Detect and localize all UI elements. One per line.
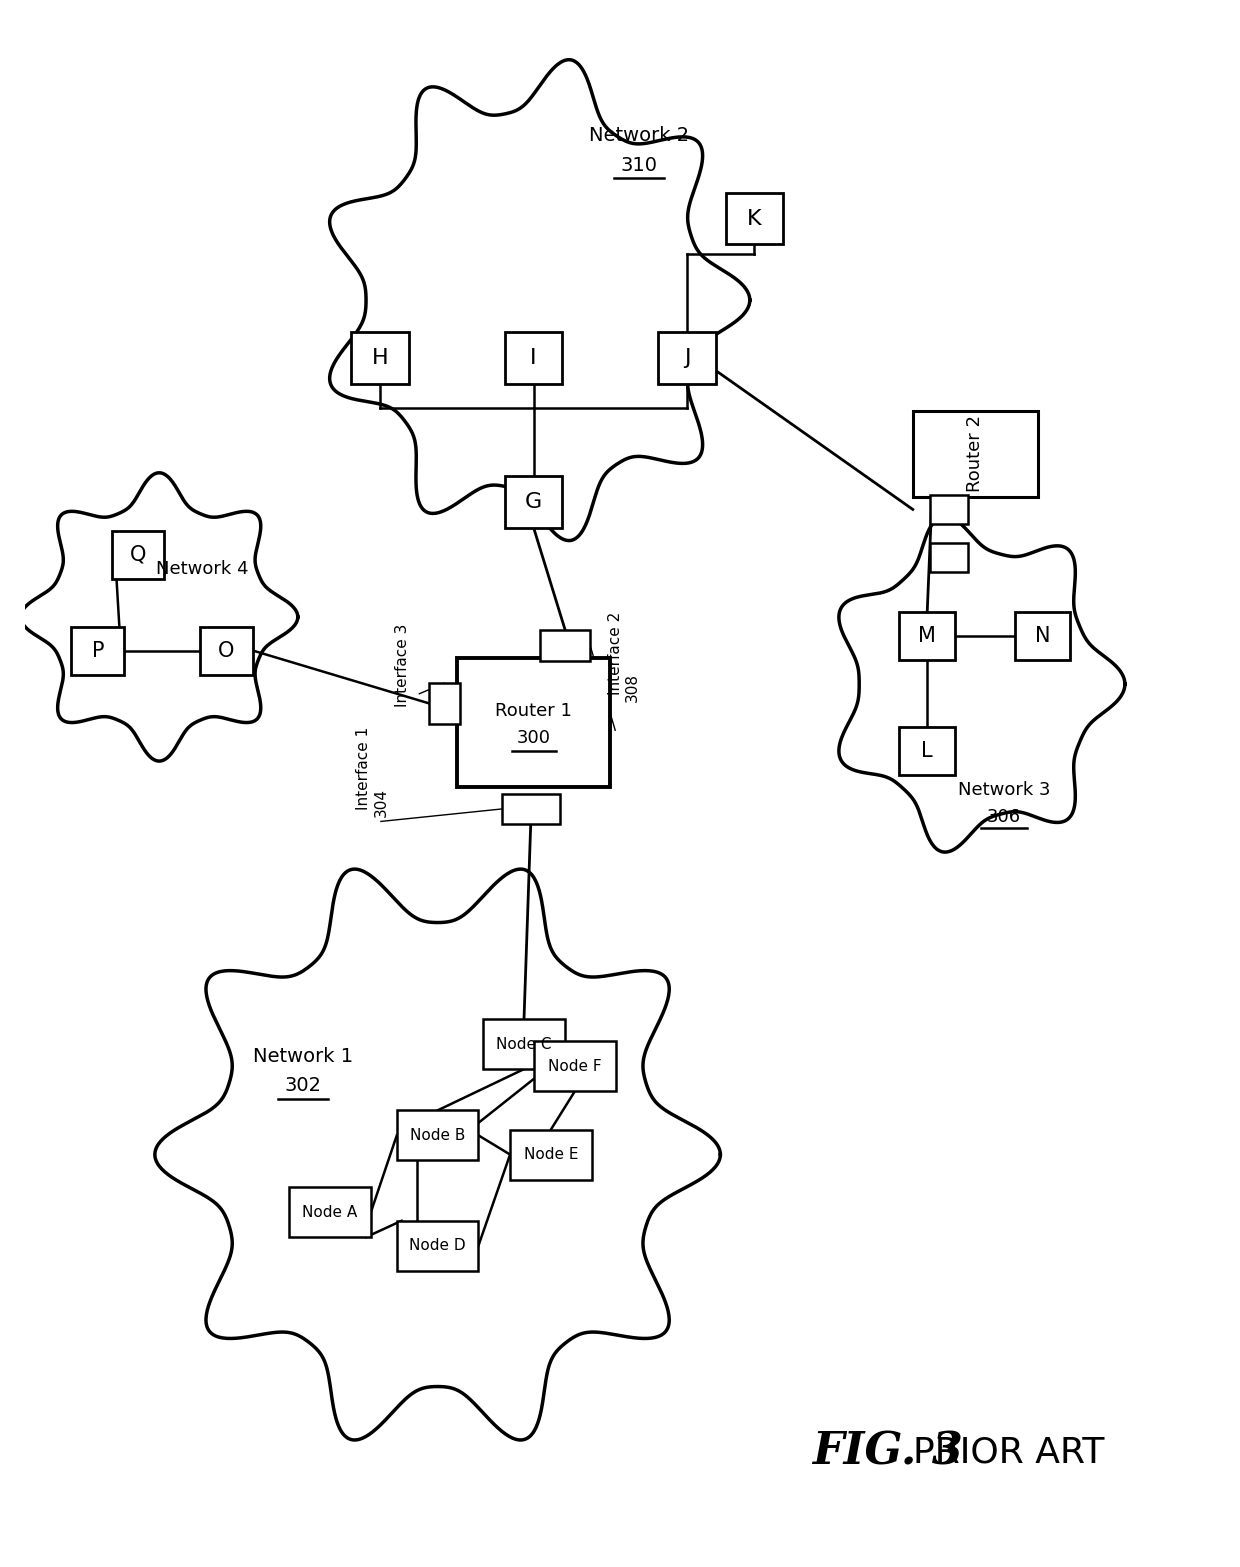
Text: Interface 1: Interface 1 <box>356 727 371 810</box>
FancyBboxPatch shape <box>899 613 955 660</box>
FancyBboxPatch shape <box>456 658 610 787</box>
FancyBboxPatch shape <box>899 727 955 776</box>
Text: Node F: Node F <box>548 1059 601 1073</box>
FancyBboxPatch shape <box>351 332 409 384</box>
Text: Q: Q <box>130 545 146 564</box>
FancyBboxPatch shape <box>200 627 253 674</box>
FancyBboxPatch shape <box>541 630 590 661</box>
Text: PRIOR ART: PRIOR ART <box>913 1435 1104 1470</box>
FancyBboxPatch shape <box>289 1188 371 1236</box>
Text: Router 2: Router 2 <box>966 415 985 492</box>
Text: P: P <box>92 641 104 661</box>
Text: 308: 308 <box>625 672 640 702</box>
FancyBboxPatch shape <box>72 627 124 674</box>
Text: 306: 306 <box>987 807 1021 826</box>
FancyBboxPatch shape <box>112 531 165 578</box>
Text: L: L <box>921 741 932 762</box>
Text: FIG. 3: FIG. 3 <box>812 1431 963 1473</box>
Text: 310: 310 <box>621 157 657 176</box>
FancyBboxPatch shape <box>725 193 784 244</box>
Text: 304: 304 <box>373 788 388 816</box>
Text: K: K <box>746 208 761 229</box>
Text: J: J <box>684 348 691 368</box>
Text: Network 2: Network 2 <box>589 125 689 144</box>
FancyBboxPatch shape <box>429 683 460 724</box>
Text: M: M <box>919 627 936 646</box>
FancyBboxPatch shape <box>930 544 968 572</box>
Text: Network 1: Network 1 <box>253 1047 353 1066</box>
Text: I: I <box>531 348 537 368</box>
Text: Node B: Node B <box>410 1128 465 1142</box>
Text: Node E: Node E <box>523 1147 578 1163</box>
Text: Node D: Node D <box>409 1238 466 1254</box>
FancyBboxPatch shape <box>1014 613 1070 660</box>
FancyBboxPatch shape <box>930 495 968 523</box>
FancyBboxPatch shape <box>658 332 715 384</box>
Text: 300: 300 <box>517 729 551 747</box>
FancyBboxPatch shape <box>913 411 1038 497</box>
FancyBboxPatch shape <box>505 476 563 528</box>
Text: Network 4: Network 4 <box>156 559 249 578</box>
FancyBboxPatch shape <box>397 1111 479 1160</box>
FancyBboxPatch shape <box>510 1130 591 1180</box>
Text: Node C: Node C <box>496 1037 552 1051</box>
Text: H: H <box>372 348 388 368</box>
Text: G: G <box>525 492 542 512</box>
FancyBboxPatch shape <box>397 1221 479 1271</box>
Text: O: O <box>218 641 234 661</box>
Text: 302: 302 <box>285 1077 321 1095</box>
FancyBboxPatch shape <box>502 793 559 824</box>
FancyBboxPatch shape <box>484 1019 564 1069</box>
FancyBboxPatch shape <box>505 332 563 384</box>
Text: Node A: Node A <box>303 1205 357 1219</box>
Text: Network 3: Network 3 <box>957 780 1050 799</box>
Text: Interface 2: Interface 2 <box>608 611 622 696</box>
Text: Interface 3: Interface 3 <box>394 624 409 707</box>
FancyBboxPatch shape <box>534 1040 616 1091</box>
Text: Router 1: Router 1 <box>495 702 572 719</box>
Text: N: N <box>1034 627 1050 646</box>
